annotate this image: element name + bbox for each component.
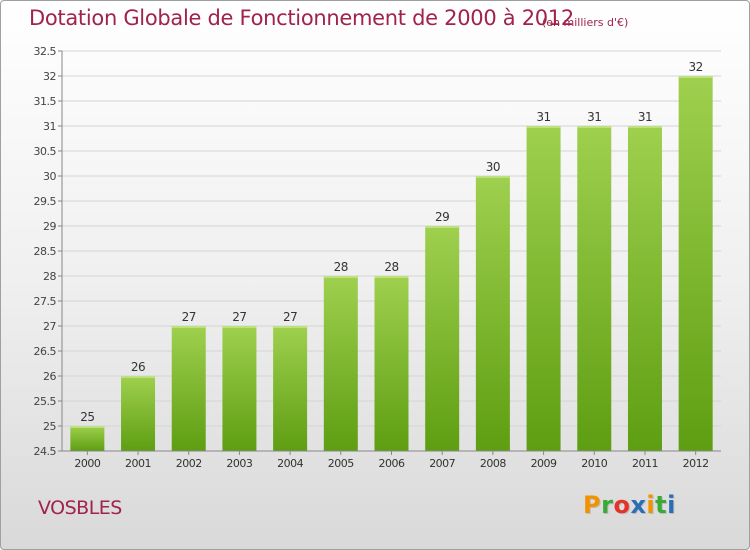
y-tick-label: 31 — [43, 120, 56, 133]
bar-highlight — [222, 326, 257, 328]
value-label: 31 — [587, 110, 601, 124]
y-tick-label: 31.5 — [34, 95, 57, 108]
x-tick-label: 2001 — [125, 457, 151, 470]
x-tick-label: 2012 — [683, 457, 709, 470]
x-tick-label: 2010 — [581, 457, 607, 470]
bar-highlight — [627, 126, 662, 128]
bar-2010 — [577, 126, 612, 451]
x-tick-label: 2003 — [226, 457, 252, 470]
bar-2012 — [678, 76, 713, 451]
x-tick-label: 2006 — [379, 457, 405, 470]
x-tick-label: 2005 — [328, 457, 354, 470]
bar-highlight — [678, 76, 713, 78]
x-tick-label: 2008 — [480, 457, 506, 470]
bar-highlight — [171, 326, 206, 328]
y-tick-label: 27 — [43, 320, 56, 333]
value-label: 26 — [131, 360, 145, 374]
x-tick-label: 2007 — [429, 457, 455, 470]
bar-2007 — [425, 226, 460, 451]
bar-highlight — [425, 226, 460, 228]
bar-2000 — [70, 426, 105, 451]
y-tick-label: 26.5 — [34, 345, 57, 358]
chart-subtitle: (en milliers d'€) — [542, 16, 629, 29]
bar-highlight — [273, 326, 308, 328]
y-tick-label: 25.5 — [34, 395, 57, 408]
logo-letter: P — [583, 491, 602, 519]
y-tick-label: 28.5 — [34, 245, 57, 258]
value-label: 29 — [435, 210, 449, 224]
bar-2004 — [273, 326, 308, 451]
bar-highlight — [70, 426, 105, 428]
x-tick-label: 2000 — [74, 457, 100, 470]
bar-2001 — [121, 376, 156, 451]
value-label: 27 — [283, 310, 297, 324]
x-tick-label: 2004 — [277, 457, 303, 470]
x-tick-label: 2009 — [531, 457, 557, 470]
y-tick-label: 32.5 — [34, 45, 57, 58]
commune-name: VOSBLES — [38, 497, 122, 519]
value-label: 27 — [232, 310, 246, 324]
bar-highlight — [526, 126, 561, 128]
y-tick-label: 29 — [43, 220, 56, 233]
value-label: 28 — [334, 260, 348, 274]
logo-letter: x — [630, 491, 647, 519]
value-label: 27 — [182, 310, 196, 324]
y-tick-label: 32 — [43, 70, 56, 83]
logo-letter: i — [646, 491, 656, 519]
bar-2003 — [222, 326, 257, 451]
y-tick-label: 30 — [43, 170, 56, 183]
bar-highlight — [577, 126, 612, 128]
logo-letter: i — [667, 491, 676, 519]
y-tick-label: 27.5 — [34, 295, 57, 308]
bar-highlight — [475, 176, 510, 178]
x-tick-label: 2011 — [632, 457, 658, 470]
bar-2011 — [627, 126, 662, 451]
bar-highlight — [121, 376, 156, 378]
bar-highlight — [374, 276, 409, 278]
y-tick-label: 26 — [43, 370, 56, 383]
logo-letter: o — [613, 491, 631, 519]
value-label: 32 — [689, 60, 703, 74]
bar-2002 — [171, 326, 206, 451]
bar-2006 — [374, 276, 409, 451]
logo-letter: r — [601, 491, 614, 519]
axes: 24.5 25 25.5 26 26.5 27 27.5 28 28.5 29 29.5 30 30.5… — [34, 45, 721, 470]
bar-highlight — [323, 276, 358, 278]
bars: 25 26 27 27 27 28 28 29 30 31 31 31 32 — [70, 60, 713, 451]
proxiti-logo[interactable]: Proxiti — [583, 491, 676, 519]
bar-2005 — [323, 276, 358, 451]
bar-2009 — [526, 126, 561, 451]
y-tick-label: 30.5 — [34, 145, 57, 158]
value-label: 28 — [384, 260, 398, 274]
y-tick-label: 24.5 — [34, 445, 57, 458]
logo-letter: t — [655, 491, 668, 519]
x-tick-label: 2002 — [176, 457, 202, 470]
value-label: 30 — [486, 160, 500, 174]
value-label: 31 — [536, 110, 550, 124]
y-tick-label: 28 — [43, 270, 56, 283]
y-tick-label: 25 — [43, 420, 56, 433]
y-tick-label: 29.5 — [34, 195, 57, 208]
chart-title: Dotation Globale de Fonctionnement de 20… — [29, 6, 574, 30]
bar-2008 — [475, 176, 510, 451]
value-label: 25 — [80, 410, 94, 424]
value-label: 31 — [638, 110, 652, 124]
